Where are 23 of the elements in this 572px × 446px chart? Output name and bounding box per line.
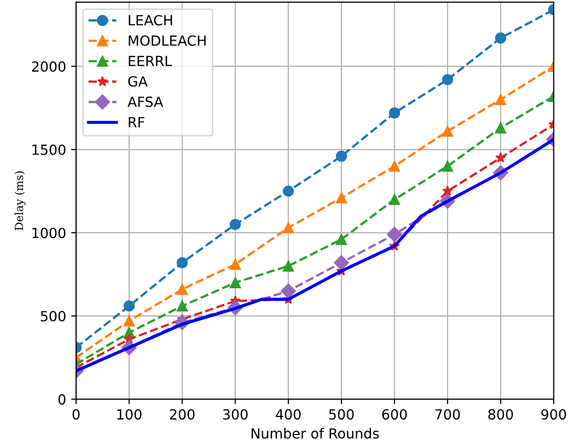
legend-label: MODLEACH: [128, 35, 206, 46]
x-tick-label: 800: [488, 409, 513, 420]
x-tick-label: 0: [72, 409, 80, 420]
x-tick-label: 500: [329, 409, 354, 420]
x-axis-title: Number of Rounds: [252, 428, 379, 439]
y-tick-label: 2000: [32, 61, 66, 72]
x-tick-label: 900: [541, 409, 566, 420]
legend-label: LEACH: [128, 14, 172, 26]
y-tick-label: 1500: [32, 144, 66, 155]
x-tick-label: 300: [223, 409, 248, 420]
x-tick-label: 100: [117, 409, 142, 420]
x-tick-label: 200: [170, 409, 195, 420]
legend-label: AFSA: [128, 96, 164, 108]
y-tick-label: 1000: [32, 228, 66, 238]
legend-label: RF: [128, 117, 144, 128]
x-tick-label: 400: [276, 409, 301, 420]
y-tick-label: 0: [58, 394, 66, 405]
y-axis-title: Delay (ms): [14, 171, 26, 230]
legend-label: EERRL: [128, 56, 172, 66]
legend-label: GA: [128, 76, 148, 87]
y-tick-label: 500: [40, 310, 66, 322]
x-tick-label: 700: [435, 409, 460, 420]
x-tick-label: 600: [382, 409, 407, 420]
